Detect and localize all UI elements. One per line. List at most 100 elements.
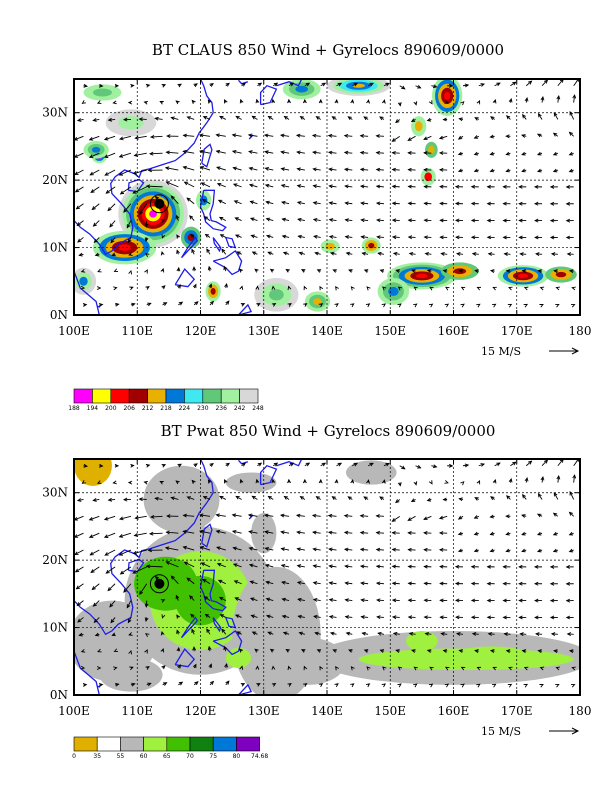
wind-vector-head (81, 100, 86, 104)
wind-vector (235, 217, 242, 222)
reference-vector-label: 15 M/S (481, 725, 521, 738)
wind-vector-head (486, 598, 492, 603)
x-tick-label: 140E (311, 704, 343, 718)
x-tick-label: 120E (185, 324, 217, 338)
coastline-segment (238, 459, 249, 465)
wind-vector-head (302, 478, 307, 484)
wind-vector-head (160, 647, 165, 653)
wind-vector-head (381, 99, 386, 104)
wind-vector (235, 115, 242, 120)
wind-vector-head (209, 300, 215, 305)
wind-vector (108, 499, 116, 501)
wind-vector-head (257, 462, 263, 467)
field-contour (269, 289, 284, 301)
wind-vector (183, 546, 195, 551)
wind-vector-head (269, 648, 275, 653)
wind-vector-head (164, 546, 170, 551)
wind-vector-head (571, 666, 576, 671)
wind-vector-head (128, 252, 133, 256)
wind-vector-head (199, 166, 204, 170)
wind-vector-head (334, 478, 339, 484)
coastline-segment (74, 79, 214, 256)
wind-vector-head (104, 552, 109, 556)
wind-vector (135, 515, 147, 519)
wind-vector-head (360, 581, 365, 586)
wind-vector-head (332, 649, 337, 653)
x-tick-label: 180 (569, 324, 592, 338)
wind-vector (407, 135, 416, 141)
wind-vector (298, 235, 305, 238)
wind-vector-head (555, 684, 560, 688)
wind-vector (150, 152, 163, 155)
wind-vector-head (76, 498, 82, 502)
wind-vector-head (107, 207, 112, 212)
wind-vector-head (193, 463, 198, 468)
wind-vector-head (537, 113, 542, 118)
wind-vector (171, 575, 179, 585)
field-contour (555, 271, 567, 278)
wind-vector-head (311, 513, 317, 518)
wind-vector-head (439, 564, 444, 569)
wind-vector (345, 219, 353, 222)
wind-vector-head (549, 598, 555, 603)
coastline-segment (174, 268, 196, 288)
field-contour (79, 276, 88, 286)
wind-vector-head (217, 199, 223, 204)
wind-vector-head (489, 269, 495, 273)
wind-vector-head (489, 531, 494, 536)
wind-vector (171, 497, 179, 500)
wind-vector-head (379, 269, 385, 273)
wind-vector (107, 203, 116, 211)
wind-vector-head (343, 547, 349, 552)
wind-vector-head (190, 613, 195, 618)
wind-vector-head (505, 134, 510, 139)
wind-vector-head (281, 217, 286, 222)
wind-vector-head (138, 117, 143, 122)
wind-vector-head (486, 581, 491, 586)
wind-vector-head (315, 116, 320, 120)
wind-vector-head (231, 149, 237, 154)
wind-vector-head (455, 218, 460, 223)
wind-vector-head (297, 234, 302, 239)
wind-vector (525, 80, 532, 87)
wind-vector-head (360, 235, 365, 239)
wind-vector-head (144, 617, 149, 622)
wind-vector-head (534, 598, 539, 603)
wind-vector-head (391, 530, 396, 535)
wind-vector-head (247, 133, 253, 138)
chart-title: BT Pwat 850 Wind + Gyrelocs 890609/0000 (161, 422, 496, 440)
x-tick-label: 160E (438, 324, 470, 338)
wind-vector (119, 532, 132, 538)
wind-vector-head (231, 529, 237, 534)
wind-vector-head (518, 564, 523, 569)
wind-vector-head (334, 98, 339, 104)
wind-vector-head (376, 598, 381, 603)
wind-vector-head (247, 513, 253, 518)
wind-vector-head (145, 184, 151, 189)
wind-vector-head (458, 649, 463, 653)
wind-vector-head (391, 235, 397, 240)
wind-vector-head (170, 575, 175, 580)
wind-vector (235, 597, 242, 602)
wind-vector-head (282, 251, 288, 256)
wind-vector-head (379, 496, 384, 501)
wind-vector-head (221, 248, 226, 253)
wind-vector-head (160, 599, 166, 603)
wind-vector-head (337, 82, 343, 87)
wind-vector (233, 547, 242, 551)
wind-vector-head (518, 235, 523, 240)
wind-vector-head (350, 303, 355, 308)
wind-vector (553, 112, 559, 120)
wind-vector-head (89, 171, 94, 176)
wind-vector-head (254, 648, 259, 653)
wind-vector-head (429, 666, 434, 671)
wind-vector (126, 600, 132, 608)
wind-vector-head (408, 631, 414, 636)
wind-vector-head (413, 101, 418, 106)
wind-vector (89, 135, 100, 141)
gyre-center (154, 198, 165, 209)
wind-vector-head (523, 286, 529, 291)
wind-vector (313, 151, 321, 154)
wind-vector-head (439, 581, 444, 586)
